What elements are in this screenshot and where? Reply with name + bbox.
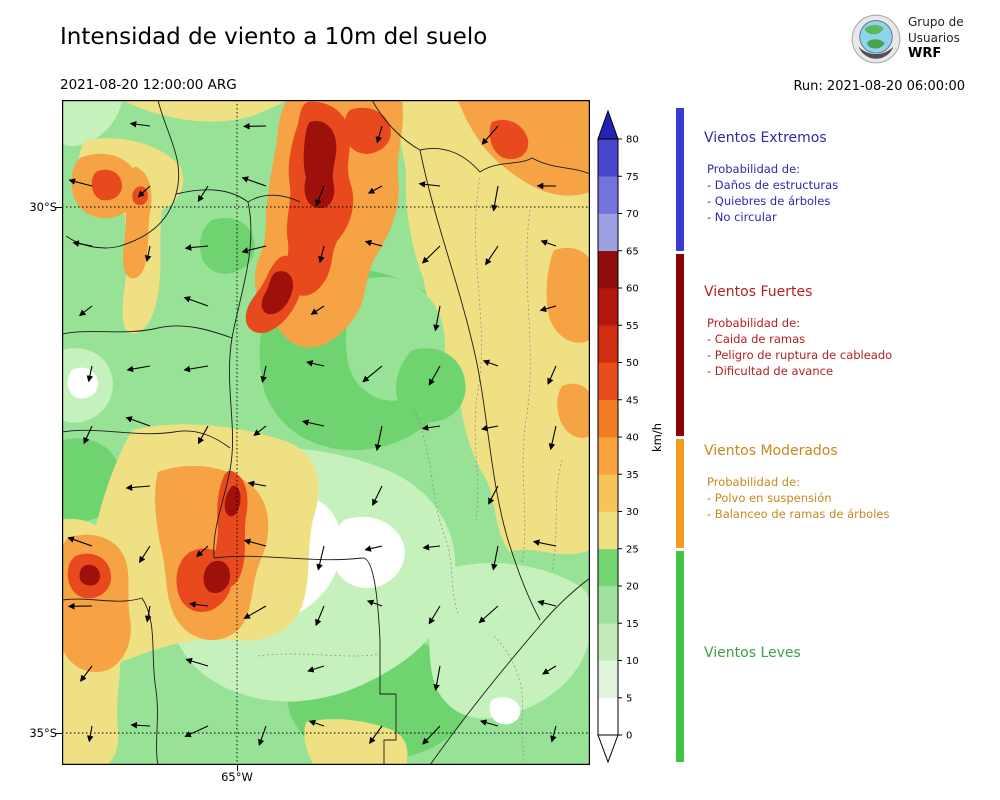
legend-section-leves: Vientos Leves <box>704 645 994 661</box>
legend-section-moderados: Vientos Moderados Probabilidad de: - Pol… <box>704 443 994 522</box>
wrf-globe-icon <box>851 14 901 64</box>
svg-text:55: 55 <box>626 321 639 332</box>
axis-tick <box>56 207 62 208</box>
legend-item: - Peligro de ruptura de cableado <box>707 348 893 362</box>
lat-label-30s: 30°S <box>29 200 57 214</box>
colorbar: 0 5 10 15 20 25 30 35 40 45 50 55 60 65 70 75 80 <box>597 109 639 764</box>
legend-strip-fuertes <box>676 254 684 436</box>
svg-text:35: 35 <box>626 470 639 481</box>
legend-prob-label: Probabilidad de: <box>707 316 801 330</box>
graticule <box>62 100 590 765</box>
legend-title-fuertes: Vientos Fuertes <box>704 284 813 300</box>
legend-item: - Polvo en suspensión <box>707 491 832 505</box>
svg-text:15: 15 <box>626 619 639 630</box>
legend-title-leves: Vientos Leves <box>704 645 801 661</box>
axis-tick <box>56 733 62 734</box>
legend-strip-moderados <box>676 439 684 548</box>
svg-text:30: 30 <box>626 507 639 518</box>
lon-label-65w: 65°W <box>221 770 253 784</box>
svg-text:65: 65 <box>626 246 639 257</box>
svg-text:75: 75 <box>626 172 639 183</box>
legend-title-moderados: Vientos Moderados <box>704 443 838 459</box>
wind-arrows <box>67 120 557 747</box>
legend-prob-label: Probabilidad de: <box>707 475 801 489</box>
svg-text:80: 80 <box>626 135 639 146</box>
logo-line1: Grupo de <box>908 14 964 29</box>
axis-tick <box>237 765 238 771</box>
logo-line3: WRF <box>908 46 942 62</box>
lat-label-35s: 35°S <box>29 726 57 740</box>
svg-text:5: 5 <box>626 693 632 704</box>
svg-text:40: 40 <box>626 433 639 444</box>
valid-datetime: 2021-08-20 12:00:00 ARG <box>60 77 237 93</box>
legend-title-extremos: Vientos Extremos <box>704 130 827 146</box>
svg-text:0: 0 <box>626 731 632 742</box>
logo-line2: Usuarios <box>908 30 960 45</box>
run-datetime: Run: 2021-08-20 06:00:00 <box>793 79 965 94</box>
department-borders <box>257 177 563 765</box>
svg-text:45: 45 <box>626 395 639 406</box>
svg-text:70: 70 <box>626 209 639 220</box>
colorbar-unit-label: km/h <box>650 422 664 452</box>
legend-strip-leves <box>676 551 684 762</box>
wrf-group-logo: Grupo de Usuarios WRF <box>850 13 964 65</box>
legend-item: - Daños de estructuras <box>707 178 839 192</box>
legend-item: - No circular <box>707 210 777 224</box>
page-title: Intensidad de viento a 10m del suelo <box>60 24 488 50</box>
legend-prob-label: Probabilidad de: <box>707 162 801 176</box>
map-frame <box>62 100 590 765</box>
svg-text:50: 50 <box>626 358 639 369</box>
legend-section-extremos: Vientos Extremos Probabilidad de: - Daño… <box>704 130 994 225</box>
svg-text:10: 10 <box>626 656 639 667</box>
legend-item: - Balanceo de ramas de árboles <box>707 507 890 521</box>
svg-text:60: 60 <box>626 284 639 295</box>
legend-section-fuertes: Vientos Fuertes Probabilidad de: - Caida… <box>704 284 994 379</box>
legend-item: - Caida de ramas <box>707 332 806 346</box>
legend-strip-extremos <box>676 108 684 251</box>
svg-text:20: 20 <box>626 582 639 593</box>
svg-text:25: 25 <box>626 544 639 555</box>
wind-map <box>62 100 590 765</box>
legend-item: - Dificultad de avance <box>707 364 834 378</box>
legend-item: - Quiebres de árboles <box>707 194 831 208</box>
